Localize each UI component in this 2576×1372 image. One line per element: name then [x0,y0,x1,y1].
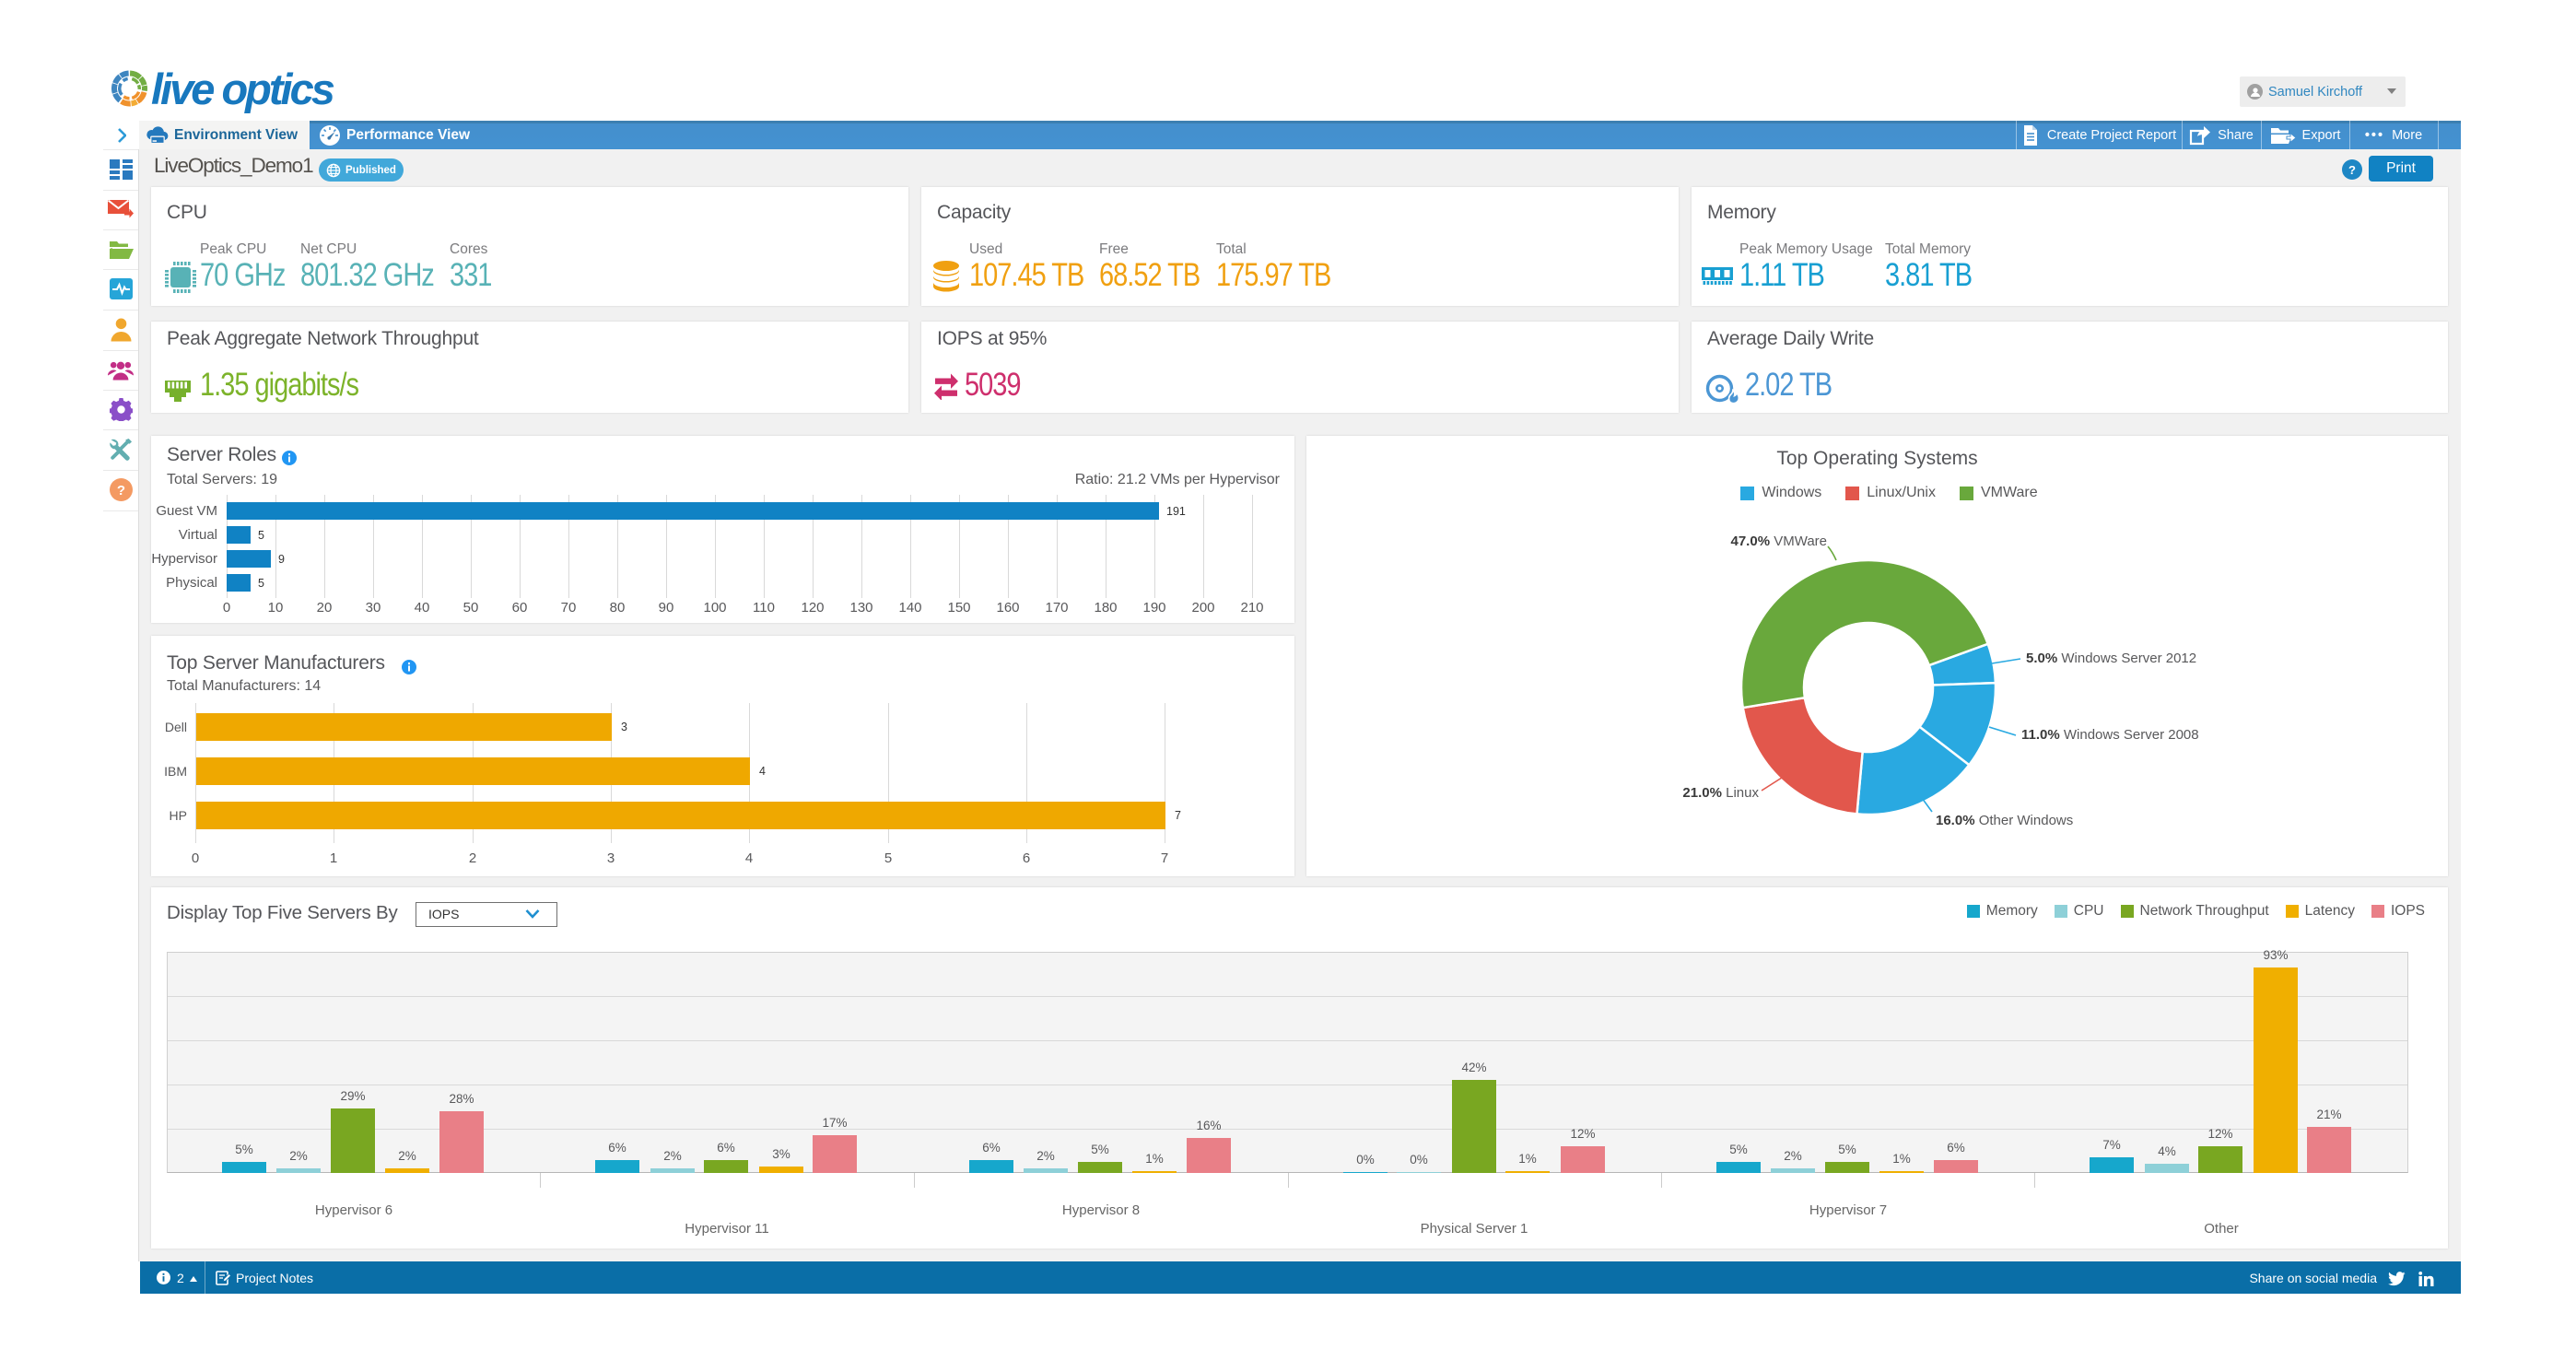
svg-text:?: ? [116,483,124,498]
svg-text:?: ? [2348,163,2356,177]
